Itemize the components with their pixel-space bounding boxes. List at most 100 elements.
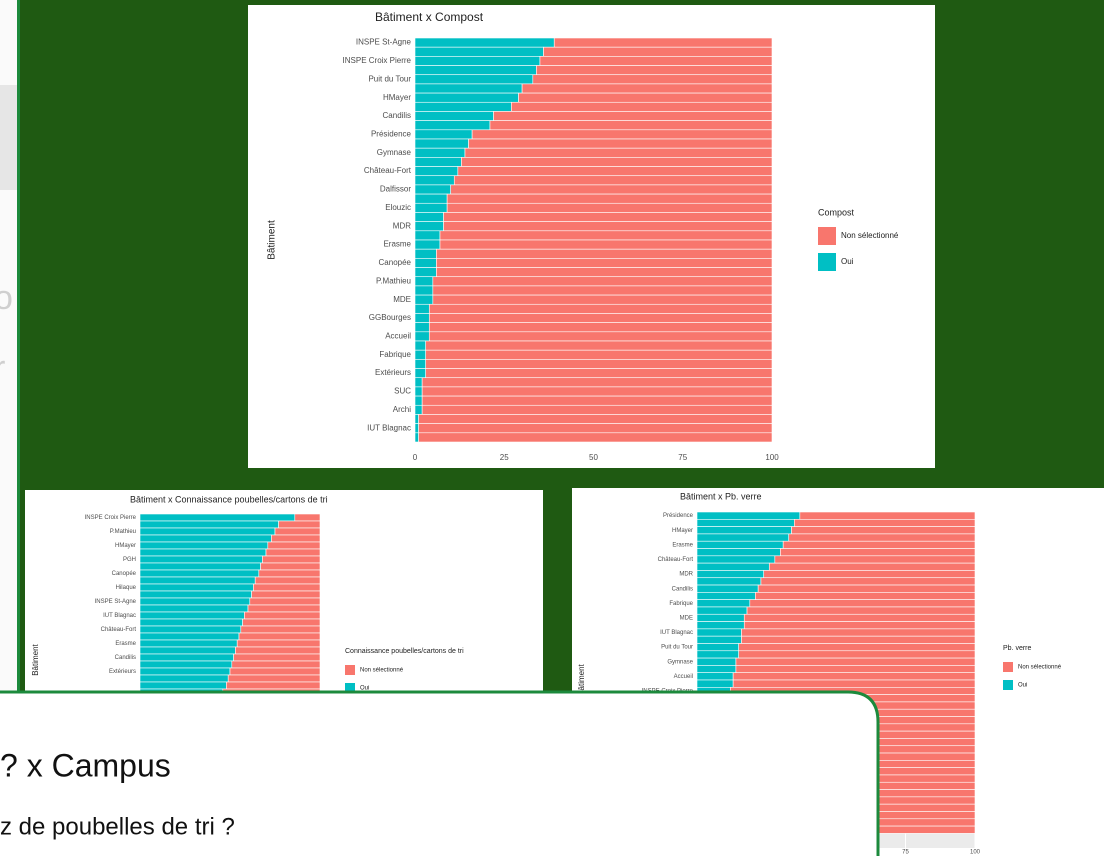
bar [743,613,976,622]
bar [421,377,773,388]
bar [696,526,792,535]
y-tick-label: Extérieurs [109,669,136,675]
y-tick-label: Puit du Tour [368,74,411,83]
legend-label: Non sélectionné [1018,665,1062,671]
y-tick-label: HMayer [672,528,693,534]
bar [414,239,441,250]
bar [414,248,437,259]
bar [414,331,430,342]
bar [139,632,240,641]
bar [536,65,773,76]
bar [414,368,427,379]
y-tick-label: MDE [680,615,693,621]
bar [254,576,321,585]
y-tick-label: Erasme [115,641,136,647]
bar [432,276,773,287]
x-tick-label: 100 [765,453,779,462]
bar [696,540,784,549]
bar [768,562,976,571]
bar [439,239,773,250]
bar [457,166,773,177]
bar [260,562,321,571]
x-tick-label: 100 [970,850,981,856]
bar [414,202,448,213]
legend-key [345,665,355,675]
bar [240,625,321,634]
bar [414,349,427,360]
bar [696,519,795,527]
bar [414,111,494,121]
y-tick-label: Archi [393,405,411,414]
bar [139,590,252,599]
y-tick-label: Puit du Tour [661,645,693,651]
bar [696,650,740,659]
bar [251,590,321,599]
bar [139,534,272,543]
bar [271,534,321,543]
bar [414,56,541,66]
bar [696,643,740,652]
bar [732,672,976,681]
bar [489,120,773,131]
y-tick-label: Erasme [383,240,411,249]
legend-title: Pb. verre [1003,645,1032,652]
bar [414,377,423,388]
bar [428,331,773,342]
bar [696,628,742,637]
bar [227,674,321,683]
bar [450,184,773,195]
bar [432,294,773,305]
bar [738,643,976,652]
bar [791,526,976,535]
bar [746,606,976,615]
bar [696,613,745,622]
bar [738,650,976,659]
bar [278,520,321,529]
y-tick-label: IUT Blagnac [660,630,693,636]
y-tick-label: PGH [123,557,136,563]
bar [139,513,296,522]
bar [696,533,790,542]
bar [749,599,976,608]
bar [294,513,321,522]
bar [464,147,773,158]
bar [236,639,321,648]
bar [139,611,245,620]
bar [436,258,773,268]
bar [763,570,976,579]
legend-label: Non sélectionné [841,231,899,240]
y-axis-label: Bâtiment [577,663,586,695]
bar [414,74,534,85]
chart: Bâtiment x Compost Bâtiment 0 25 50 75 100 INSP… [248,5,935,468]
bar [265,548,321,557]
y-tick-label: P.Mathieu [110,529,136,535]
bar [258,569,321,578]
legend-key [1003,662,1013,672]
y-tick-label: Château-Fort [101,627,137,633]
y-tick-label: Accueil [385,332,411,341]
bar [696,665,737,673]
bar [793,519,976,527]
bar [267,541,321,550]
y-tick-label: Présidence [663,513,694,519]
y-tick-label: Dalfissor [380,185,411,194]
bar [461,157,773,167]
legend-label: Oui [360,686,369,692]
bar [414,395,423,406]
bar [696,555,776,564]
bar [414,184,452,195]
bar [262,555,321,564]
bar [139,576,256,585]
y-tick-label: INSPE St-Agne [356,38,412,47]
y-axis-label: Bâtiment [31,643,40,675]
bar [788,533,976,542]
y-tick-label: Fabrique [669,601,693,607]
bar [247,604,321,613]
bar [414,65,537,76]
bar [696,548,781,557]
y-tick-label: HMayer [383,93,411,102]
bar [471,129,773,140]
y-tick-label: MDR [393,221,411,230]
